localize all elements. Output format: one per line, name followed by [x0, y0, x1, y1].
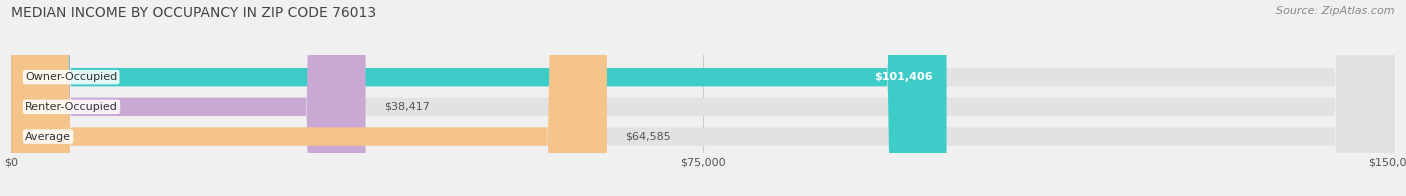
Text: Renter-Occupied: Renter-Occupied	[25, 102, 118, 112]
FancyBboxPatch shape	[11, 0, 1395, 196]
Text: Owner-Occupied: Owner-Occupied	[25, 72, 117, 82]
FancyBboxPatch shape	[11, 0, 607, 196]
Text: Average: Average	[25, 132, 72, 142]
FancyBboxPatch shape	[11, 0, 1395, 196]
Text: $101,406: $101,406	[875, 72, 932, 82]
Text: Source: ZipAtlas.com: Source: ZipAtlas.com	[1277, 6, 1395, 16]
FancyBboxPatch shape	[11, 0, 946, 196]
Text: $38,417: $38,417	[384, 102, 430, 112]
FancyBboxPatch shape	[11, 0, 366, 196]
Text: MEDIAN INCOME BY OCCUPANCY IN ZIP CODE 76013: MEDIAN INCOME BY OCCUPANCY IN ZIP CODE 7…	[11, 6, 377, 20]
Text: $64,585: $64,585	[626, 132, 671, 142]
FancyBboxPatch shape	[11, 0, 1395, 196]
